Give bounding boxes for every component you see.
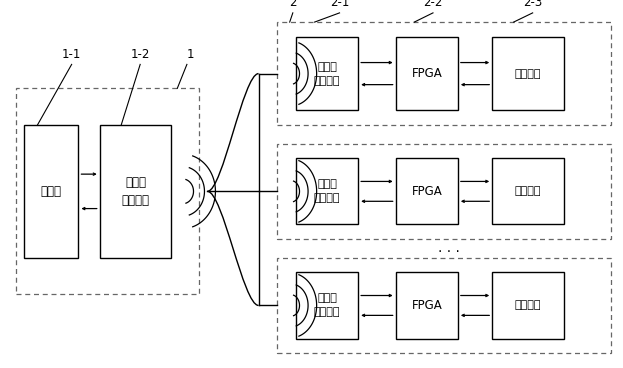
Bar <box>296 37 358 110</box>
Bar <box>277 144 611 239</box>
Text: 功能设备: 功能设备 <box>515 68 541 79</box>
Bar <box>492 37 564 110</box>
Text: FPGA: FPGA <box>411 299 442 312</box>
Text: 2-3: 2-3 <box>523 0 542 9</box>
Text: 2: 2 <box>289 0 297 9</box>
Bar <box>24 125 78 258</box>
Text: 功能设备: 功能设备 <box>515 186 541 197</box>
Text: 下位机
蕊牙模块: 下位机 蕊牙模块 <box>314 179 340 204</box>
Text: 2-2: 2-2 <box>423 0 443 9</box>
Text: 上位机
蕊牙模块: 上位机 蕊牙模块 <box>121 176 150 207</box>
Text: 功能设备: 功能设备 <box>515 300 541 311</box>
Bar <box>492 158 564 224</box>
Text: 1-2: 1-2 <box>130 48 150 61</box>
Bar <box>100 125 171 258</box>
Text: 上位机: 上位机 <box>40 185 62 198</box>
Text: 1-1: 1-1 <box>62 48 82 61</box>
Bar <box>492 272 564 339</box>
Bar <box>396 37 458 110</box>
Bar <box>16 88 199 294</box>
Bar <box>396 158 458 224</box>
Text: . . .: . . . <box>437 241 460 255</box>
Bar <box>396 272 458 339</box>
Bar <box>277 22 611 125</box>
Bar <box>296 158 358 224</box>
Bar <box>296 272 358 339</box>
Bar <box>277 258 611 353</box>
Text: FPGA: FPGA <box>411 67 442 80</box>
Text: 下位机
蕊牙模块: 下位机 蕊牙模块 <box>314 61 340 86</box>
Text: 1: 1 <box>186 48 194 61</box>
Text: 2-1: 2-1 <box>330 0 350 9</box>
Text: FPGA: FPGA <box>411 185 442 198</box>
Text: 下位机
蕊牙模块: 下位机 蕊牙模块 <box>314 293 340 318</box>
